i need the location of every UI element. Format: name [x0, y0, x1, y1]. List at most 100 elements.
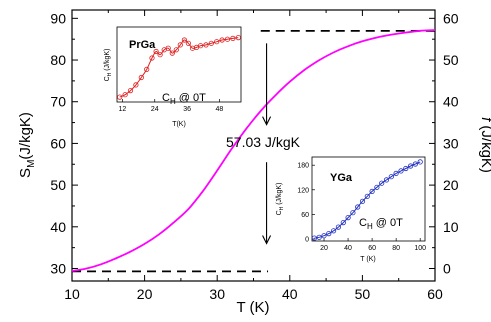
inset-x-tick-label: 60 — [368, 245, 376, 252]
inset-data-point — [224, 36, 231, 42]
inset-yga-note-sub: H — [367, 222, 373, 231]
inset-x-tick-label: 40 — [344, 245, 352, 252]
inset-y-tick-label: 180 — [297, 163, 309, 170]
inset-data-point — [177, 42, 183, 48]
inset-data-point — [219, 37, 225, 43]
inset-yga-series-line — [314, 161, 421, 239]
inset-data-point — [393, 170, 399, 176]
inset-data-point — [383, 177, 390, 183]
y2-tick-label: 20 — [443, 177, 459, 193]
inset-data-point — [173, 47, 179, 53]
inset-x-tick-label: 20 — [320, 245, 328, 252]
y-axis-title: SM(J/kgK) — [17, 112, 37, 178]
inset-data-point — [355, 204, 361, 210]
x-tick-label: 60 — [427, 286, 443, 302]
inset-data-point — [388, 174, 394, 180]
inset-data-point — [203, 42, 209, 48]
difference-arrows — [262, 43, 272, 245]
inset-data-point — [138, 74, 144, 81]
inset-yga-name: YGa — [330, 172, 353, 184]
difference-annotation: 57.03 J/kgK — [226, 134, 301, 150]
inset-x-tick-label: 80 — [392, 245, 400, 252]
inset-y-tick-label: 120 — [297, 187, 309, 194]
inset-x-tick-label: 48 — [216, 106, 224, 113]
inset-data-point — [181, 37, 187, 43]
inset-prga-ticks: 12 24 36 48 — [118, 99, 223, 113]
y2-tick-label: 40 — [443, 94, 459, 110]
inset-data-point — [417, 159, 423, 165]
inset-data-point — [311, 235, 317, 241]
inset-data-point — [398, 168, 404, 174]
inset-data-point — [235, 34, 241, 41]
y-axis-title-rest: (J/kgK) — [17, 112, 34, 160]
inset-yga-y-title: CH (J/kgK) — [276, 183, 285, 216]
inset-yga-y-title-main: C — [276, 210, 283, 215]
main-ticks: 10 20 30 40 50 60 30 40 50 60 70 80 90 0 10 20 30 40 50 60 — [50, 10, 459, 302]
y-tick-label: 90 — [50, 10, 66, 26]
y-tick-label: 30 — [50, 260, 66, 276]
inset-data-point — [350, 210, 356, 216]
inset-prga-note-rest: @ 0T — [176, 92, 206, 104]
inset-prga-note-sub: H — [170, 97, 176, 106]
inset-yga-note-rest: @ 0T — [373, 217, 403, 229]
y-tick-label: 80 — [50, 52, 66, 68]
x-tick-label: 30 — [209, 286, 225, 302]
x-tick-label: 10 — [64, 286, 80, 302]
inset-data-point — [198, 43, 204, 49]
inset-data-point — [149, 55, 155, 61]
y2-tick-label: 0 — [443, 260, 451, 276]
inset-yga-note-main: C — [359, 217, 367, 229]
inset-prga-y-title-rest: (J/kgK) — [104, 49, 111, 73]
inset-data-point — [122, 92, 128, 98]
inset-data-point — [321, 233, 327, 239]
y2-tick-label: 50 — [443, 52, 459, 68]
inset-data-point — [127, 88, 134, 94]
y-tick-label: 50 — [50, 177, 66, 193]
inset-data-point — [316, 234, 322, 240]
inset-data-point — [345, 215, 351, 221]
inset-data-point — [133, 82, 139, 88]
inset-x-tick-label: 12 — [118, 106, 126, 113]
inset-data-point — [157, 52, 163, 58]
arrow-down-head — [262, 116, 272, 126]
x-tick-label: 20 — [137, 286, 153, 302]
inset-data-point — [364, 193, 370, 199]
inset-data-point — [326, 231, 332, 237]
inset-y-tick-label: 60 — [301, 212, 309, 219]
inset-data-point — [330, 228, 337, 234]
inset-data-point — [369, 188, 375, 194]
inset-data-point — [335, 224, 341, 230]
inset-data-point — [214, 39, 220, 45]
y2-axis-title-rest: (J/kgK) — [478, 121, 491, 173]
inset-data-point — [412, 161, 418, 167]
inset-x-tick-label: 36 — [183, 106, 191, 113]
inset-data-point — [359, 198, 366, 204]
inset-yga-markers — [311, 159, 423, 241]
y-axis-title-main: S — [17, 168, 34, 178]
inset-prga-markers — [117, 34, 241, 100]
inset-data-point — [407, 163, 414, 169]
inset-x-tick-label: 100 — [414, 245, 426, 252]
arrow-up-head — [262, 235, 272, 245]
inset-yga-y-title-rest: (J/kgK) — [276, 183, 283, 207]
inset-data-point — [185, 40, 191, 46]
inset-prga-series-line — [119, 37, 239, 98]
inset-data-point — [374, 184, 380, 190]
x-axis-title: T (K) — [236, 299, 269, 316]
y-tick-label: 40 — [50, 219, 66, 235]
y2-axis-title-italic: f — [478, 117, 491, 123]
y2-tick-label: 30 — [443, 135, 459, 151]
inset-data-point — [153, 48, 159, 55]
inset-data-point — [144, 66, 150, 73]
inset-data-point — [340, 220, 346, 226]
inset-prga: 12 24 36 48 PrGa CH @ 0T T(K) CH (J/kgK) — [104, 26, 242, 128]
inset-prga-name: PrGa — [129, 39, 156, 51]
y-tick-label: 60 — [50, 135, 66, 151]
inset-x-tick-label: 24 — [151, 106, 159, 113]
inset-yga-x-title: T (K) — [360, 256, 375, 263]
x-tick-label: 40 — [282, 286, 298, 302]
inset-data-point — [208, 40, 214, 46]
y2-axis-title: f (J/kgK) — [478, 117, 491, 173]
y2-tick-label: 60 — [443, 10, 459, 26]
